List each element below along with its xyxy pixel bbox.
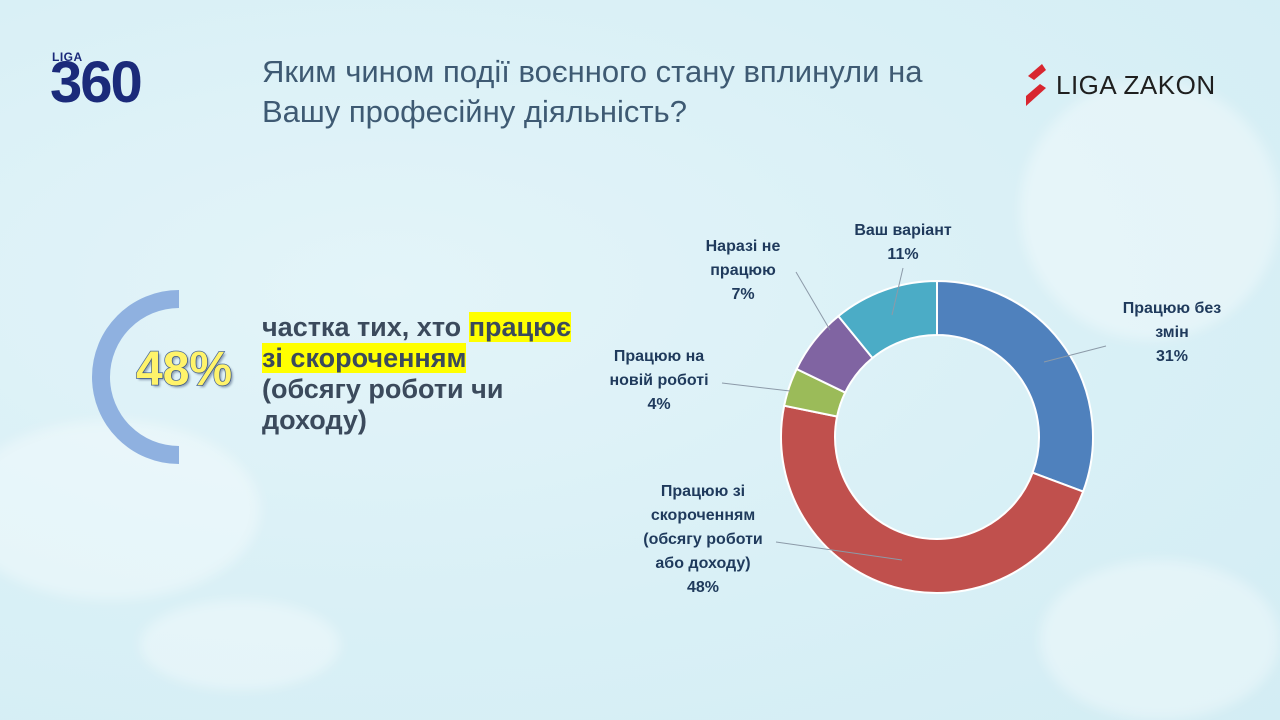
desc-text-after: (обсягу роботи чи доходу) xyxy=(262,374,504,435)
brand-name: LIGA ZAKON xyxy=(1056,69,1216,100)
data-label-new-job: Працюю на новій роботі 4% xyxy=(609,348,708,413)
page-title: Яким чином події воєнного стану вплинули… xyxy=(262,54,923,129)
data-label-reduced: Працюю зі скороченням (обсягу роботи або до… xyxy=(643,483,763,596)
leader-line-other xyxy=(891,267,904,316)
desc-highlight-2: зі скороченням xyxy=(262,343,467,373)
data-label-no-change: Працюю без змін 31% xyxy=(1123,300,1222,365)
highlight-description: частка тих, хто працює зі скороченням (о… xyxy=(262,312,602,436)
data-label-other: Ваш варіант 11% xyxy=(854,222,952,263)
donut-slice-other xyxy=(836,279,938,360)
desc-text-before: частка тих, хто xyxy=(262,312,469,342)
logo-big-text: 360 xyxy=(50,50,143,115)
data-label-not-working: Наразі не працюю 7% xyxy=(706,238,781,303)
liga-zakon-mark-icon xyxy=(1026,64,1046,106)
highlight-percent: 48% xyxy=(135,342,233,397)
leader-line-reduced xyxy=(775,541,903,561)
donut-slice-reduced xyxy=(779,404,1085,594)
percentage-arc xyxy=(90,285,190,475)
leader-line-new-job xyxy=(721,382,791,392)
desc-highlight-1: працює xyxy=(468,312,572,342)
liga-zakon-logo: LIGA ZAKON xyxy=(1020,62,1216,108)
leader-line-no-change xyxy=(1043,345,1107,363)
donut-slice-no-change xyxy=(936,279,1094,493)
leader-line-not-working xyxy=(795,271,831,331)
logo-small-text: LIGA xyxy=(52,50,83,64)
